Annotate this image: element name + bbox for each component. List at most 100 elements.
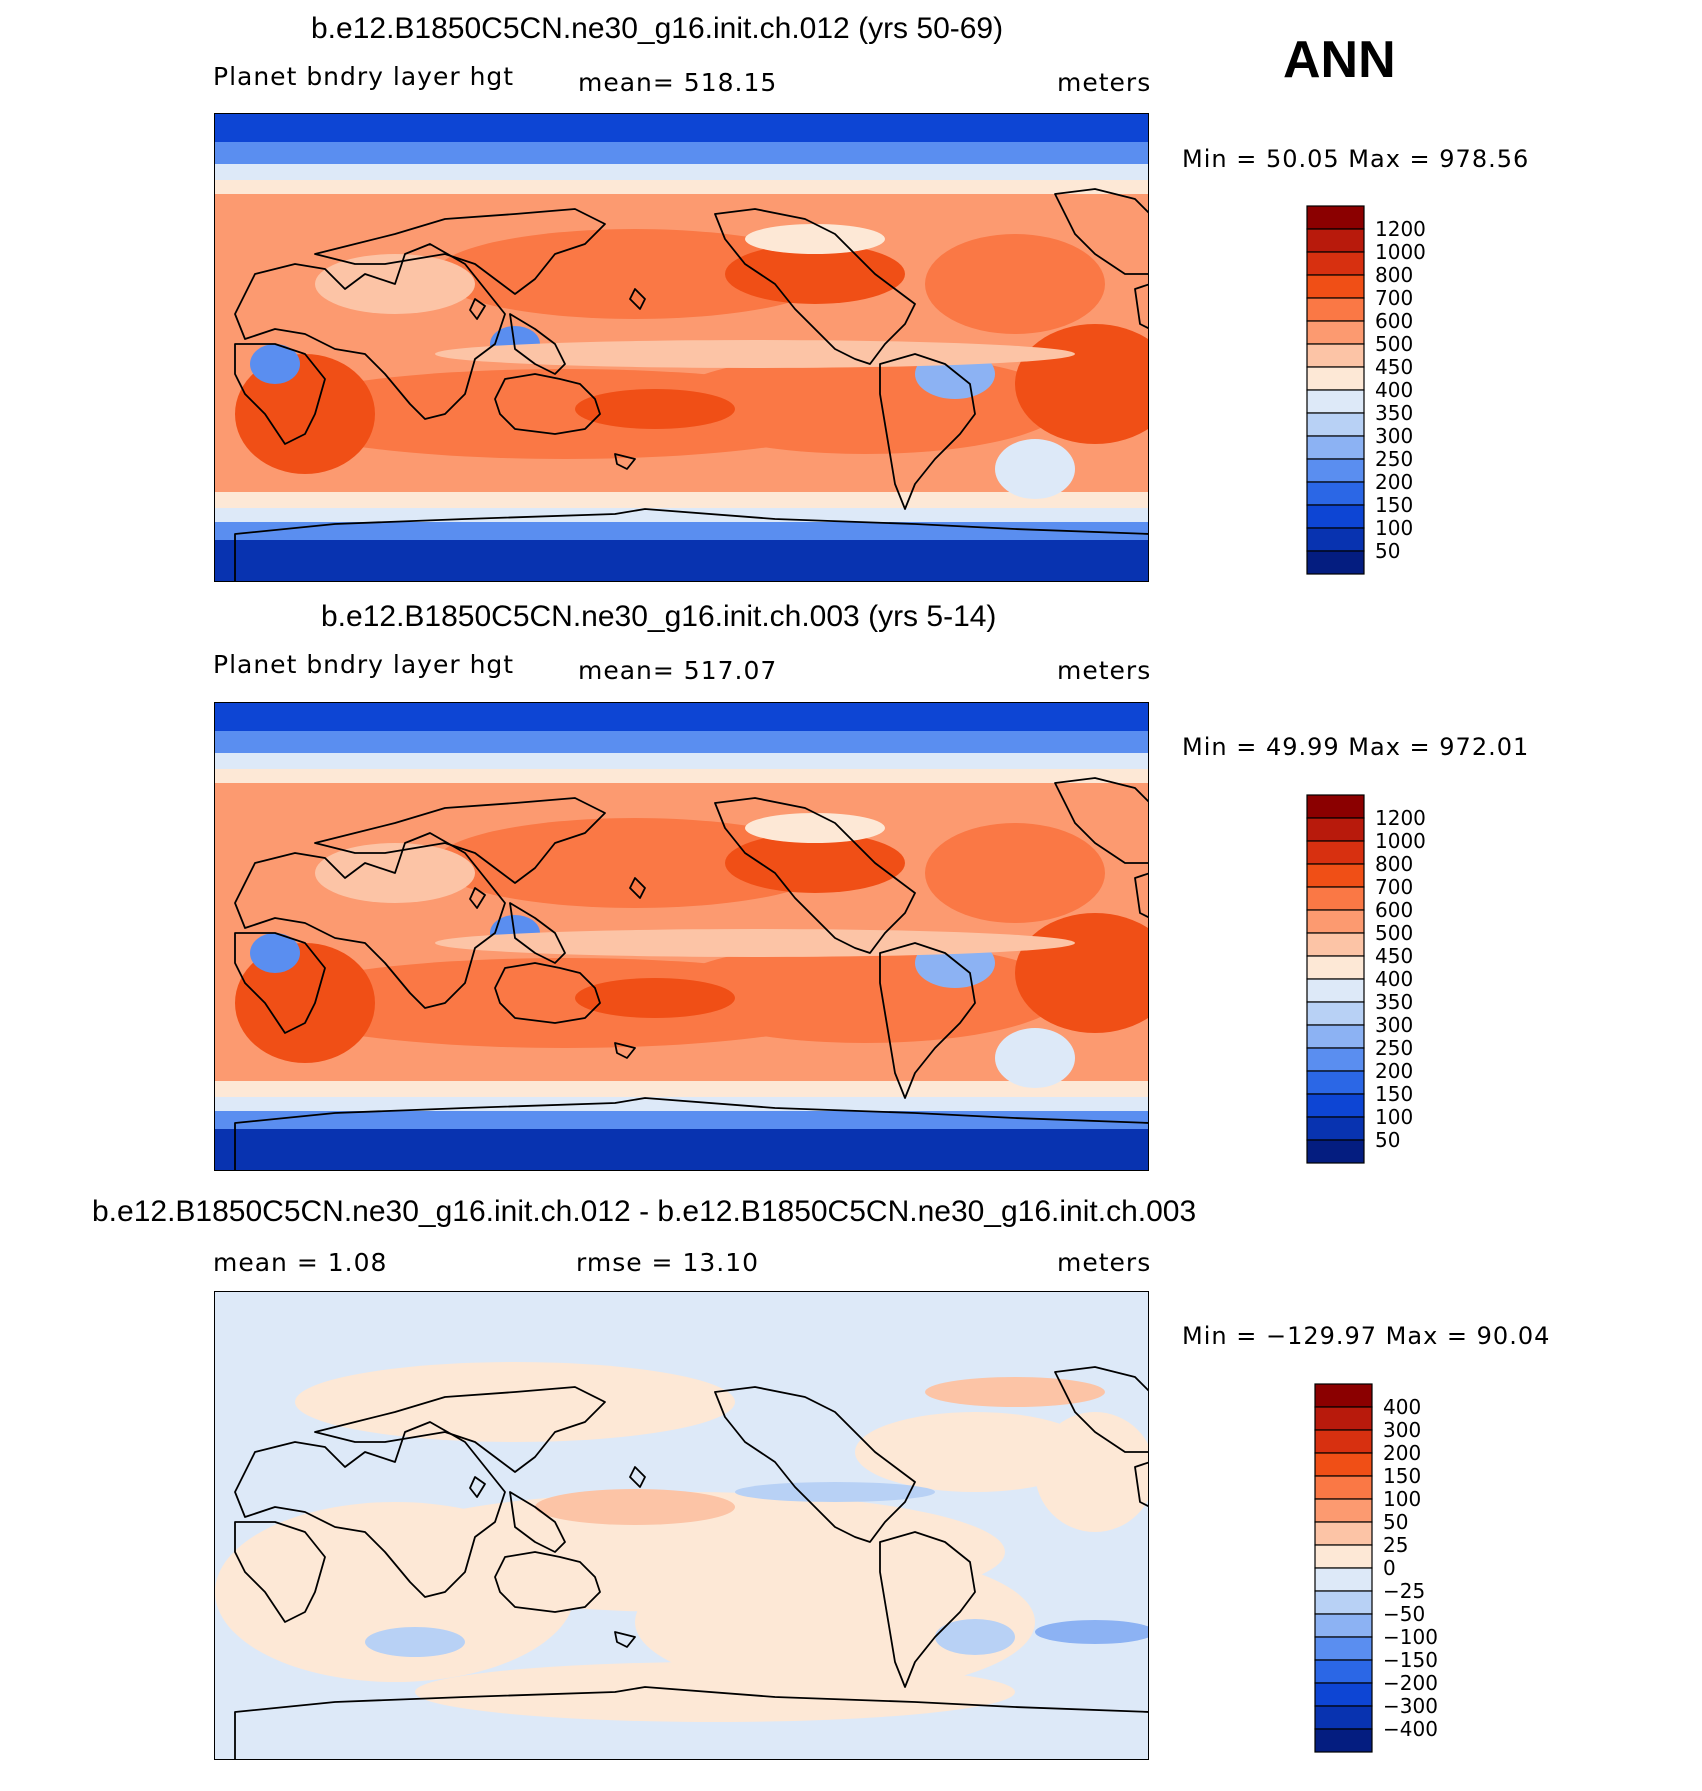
field-band — [215, 142, 1148, 164]
panel-2-minmax-label: Min = 49.99 Max = 972.01 — [1182, 733, 1530, 761]
field-band — [215, 769, 1148, 783]
colorbar-tick-label: 350 — [1375, 401, 1414, 425]
field-band — [215, 114, 1148, 142]
colorbar-tick-label: −25 — [1383, 1579, 1426, 1603]
coastline — [494, 962, 601, 1024]
colorbar-swatch — [1306, 955, 1365, 980]
coastline — [469, 887, 486, 909]
field-contour — [235, 354, 375, 474]
colorbar-tick-label: 0 — [1383, 1556, 1396, 1580]
coastline — [1134, 872, 1148, 919]
colorbar-swatch — [1306, 1116, 1365, 1141]
colorbar-tick-label: −200 — [1383, 1671, 1438, 1695]
colorbar-swatch — [1306, 504, 1365, 529]
colorbar-swatch — [1306, 1070, 1365, 1095]
coastline — [509, 313, 566, 375]
panel-2-mean-label: mean= 517.07 — [578, 656, 778, 685]
coastline — [714, 797, 916, 954]
coastline — [614, 1631, 636, 1648]
colorbar-tick-label: 450 — [1375, 944, 1414, 968]
colorbar-swatch — [1314, 1613, 1373, 1638]
field-contour — [365, 1627, 465, 1657]
colorbar-tick-label: 600 — [1375, 309, 1414, 333]
coastline — [469, 298, 486, 320]
colorbar-swatch — [1314, 1452, 1373, 1477]
panel-3-map — [214, 1291, 1149, 1760]
coastline — [1134, 1461, 1148, 1508]
field-band — [215, 492, 1148, 508]
colorbar-tick-label: 450 — [1375, 355, 1414, 379]
panel-2-units-label: meters — [1057, 656, 1152, 685]
coastline — [314, 797, 606, 884]
coastline — [494, 1551, 601, 1613]
field-contour — [745, 813, 885, 843]
colorbar-tick-label: 350 — [1375, 990, 1414, 1014]
colorbar-swatch — [1306, 343, 1365, 368]
coastline — [714, 1386, 916, 1543]
colorbar-swatch — [1306, 1139, 1365, 1164]
field-contour — [935, 1619, 1015, 1655]
colorbar-tick-label: 800 — [1375, 263, 1414, 287]
colorbar-swatch — [1306, 481, 1365, 506]
colorbar-tick-label: 300 — [1375, 424, 1414, 448]
colorbar-swatch — [1306, 840, 1365, 865]
coastline — [614, 453, 636, 470]
field-contour — [995, 439, 1075, 499]
colorbar-tick-label: 1000 — [1375, 829, 1426, 853]
colorbar-swatch — [1306, 389, 1365, 414]
colorbar-tick-label: 100 — [1375, 1105, 1414, 1129]
panel-3-minmax-label: Min = −129.97 Max = 90.04 — [1182, 1322, 1551, 1350]
colorbar-swatch — [1306, 527, 1365, 552]
colorbar-tick-label: −150 — [1383, 1648, 1438, 1672]
colorbar-swatch — [1314, 1498, 1373, 1523]
colorbar-tick-label: 100 — [1383, 1487, 1422, 1511]
coastline — [234, 832, 506, 1009]
field-contour — [575, 389, 735, 429]
colorbar-swatch — [1306, 886, 1365, 911]
colorbar-swatch — [1314, 1636, 1373, 1661]
colorbar-tick-label: 50 — [1383, 1510, 1409, 1534]
field-band — [215, 540, 1148, 581]
colorbar-swatch — [1306, 458, 1365, 483]
panel-2-title: b.e12.B1850C5CN.ne30_g16.init.ch.003 (yr… — [321, 600, 997, 633]
field-band — [215, 1081, 1148, 1097]
colorbar-swatch — [1306, 1024, 1365, 1049]
field-contour — [925, 823, 1105, 923]
colorbar-swatch — [1314, 1383, 1373, 1408]
colorbar-tick-label: 600 — [1375, 898, 1414, 922]
panel-3-mean-label: mean = 1.08 — [213, 1248, 388, 1277]
coastline — [879, 353, 976, 510]
colorbar-swatch — [1314, 1429, 1373, 1454]
panel-3-rmse-label: rmse = 13.10 — [576, 1248, 760, 1277]
colorbar-tick-label: 500 — [1375, 921, 1414, 945]
colorbar-swatch — [1314, 1682, 1373, 1707]
season-label: ANN — [1283, 31, 1396, 89]
colorbar-tick-label: 200 — [1383, 1441, 1422, 1465]
colorbar-swatch — [1314, 1705, 1373, 1730]
field-contour — [575, 978, 735, 1018]
panel-1-map — [214, 113, 1149, 582]
field-contour — [1035, 1620, 1148, 1644]
coastline — [234, 932, 326, 1034]
colorbar-swatch — [1306, 978, 1365, 1003]
coastline — [629, 1466, 646, 1488]
colorbar-tick-label: 150 — [1375, 493, 1414, 517]
panel-2-variable-label: Planet bndry layer hgt — [213, 650, 515, 679]
field-contour — [535, 1489, 735, 1525]
panel-1-variable-label: Planet bndry layer hgt — [213, 62, 515, 91]
coastline — [629, 288, 646, 310]
field-band — [215, 703, 1148, 731]
field-contour — [1035, 1412, 1148, 1532]
colorbar-swatch — [1306, 794, 1365, 819]
coastline — [494, 373, 601, 435]
colorbar-tick-label: 300 — [1375, 1013, 1414, 1037]
field-band — [215, 1097, 1148, 1111]
colorbar-tick-label: −400 — [1383, 1717, 1438, 1741]
field-band — [215, 164, 1148, 180]
coastline — [234, 243, 506, 420]
field-band — [215, 508, 1148, 522]
colorbar-tick-label: 1200 — [1375, 806, 1426, 830]
field-contour — [435, 340, 1075, 368]
field-band — [215, 1111, 1148, 1129]
colorbar-tick-label: −50 — [1383, 1602, 1426, 1626]
